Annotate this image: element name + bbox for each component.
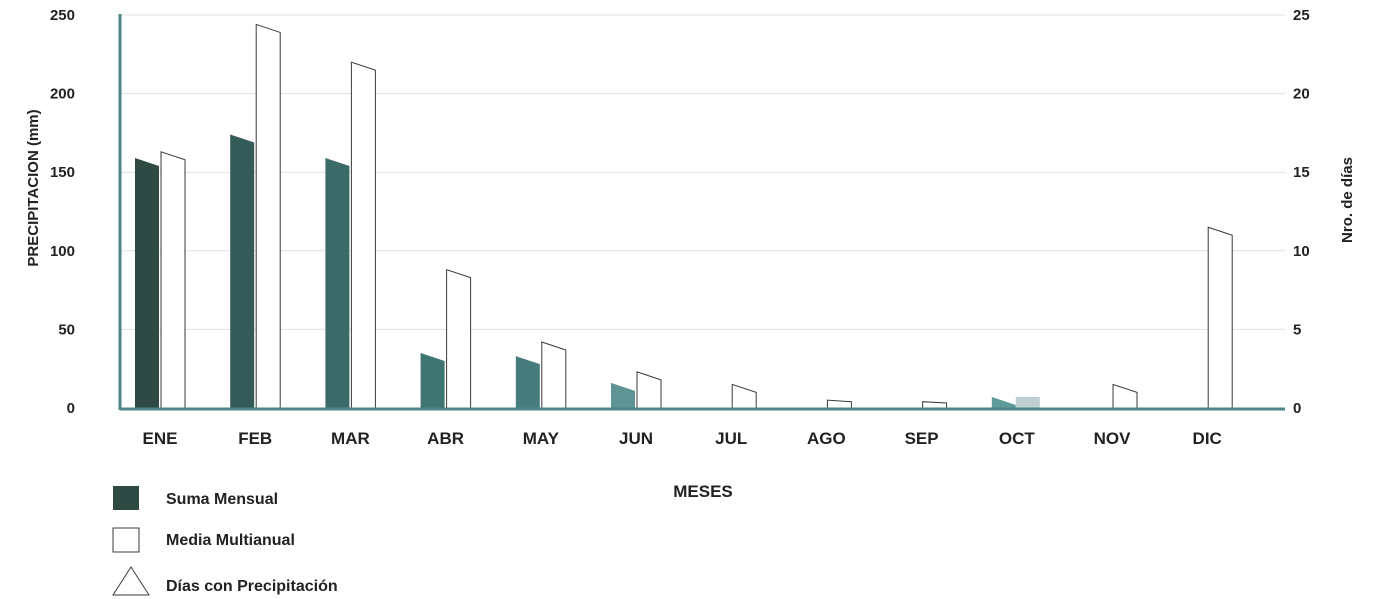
legend-label-suma-mensual: Suma Mensual (166, 491, 278, 508)
x-tick-label-ago: AGO (807, 429, 846, 448)
bars (135, 23, 1233, 409)
x-tick-label-jun: JUN (619, 429, 653, 448)
x-tick-label-jul: JUL (715, 429, 747, 448)
x-tick-label-dic: DIC (1193, 429, 1222, 448)
bar-suma-mensual-oct-highlight (1015, 396, 1040, 408)
bar-media-multianual-abr (446, 268, 472, 409)
grid-lines (120, 14, 1285, 330)
x-tick-label-sep: SEP (905, 429, 939, 448)
y-tick-label-250: 250 (50, 7, 75, 24)
legend-swatch-media-multianual (112, 527, 140, 553)
y-axis-title: PRECIPITACION (mm) (25, 109, 42, 266)
bar-suma-mensual-feb (230, 134, 255, 409)
y2-axis-title: Nro. de días (1339, 157, 1356, 243)
bar-media-multianual-mar (350, 61, 376, 409)
y2-tick-label-25: 25 (1293, 7, 1310, 24)
x-tick-label-oct: OCT (999, 429, 1036, 448)
x-tick-label-nov: NOV (1094, 429, 1132, 448)
bar-media-multianual-nov (1112, 383, 1138, 409)
legend-swatch-dias-precipitacion (112, 566, 150, 596)
legend-label-dias-precipitacion: Días con Precipitación (166, 578, 338, 595)
x-tick-label-ene: ENE (143, 429, 178, 448)
y2-tick-label-20: 20 (1293, 86, 1310, 103)
x-tick-label-feb: FEB (238, 429, 272, 448)
bar-media-multianual-sep (922, 401, 948, 409)
bar-media-multianual-dic (1207, 226, 1233, 409)
x-tick-label-mar: MAR (331, 429, 370, 448)
bar-media-multianual-ene (160, 151, 186, 409)
bar-suma-mensual-abr (420, 352, 445, 408)
bar-suma-mensual-ene (135, 158, 159, 408)
bar-media-multianual-may (541, 341, 567, 409)
y-tick-label-0: 0 (67, 400, 75, 417)
y2-tick-label-0: 0 (1293, 400, 1301, 417)
bar-media-multianual-jun (636, 371, 662, 409)
legend-label-media-multianual: Media Multianual (166, 532, 295, 549)
labels: 0 50 100 150 200 250 0 5 10 15 20 25 ENE FEB MAR ABR MAY… (50, 7, 1310, 448)
y-tick-label-50: 50 (58, 321, 75, 338)
bar-suma-mensual-may (515, 356, 540, 408)
bar-suma-mensual-mar (325, 158, 350, 408)
legend-swatch-suma-mensual (113, 486, 139, 510)
y-tick-label-200: 200 (50, 86, 75, 103)
bar-media-multianual-feb (255, 23, 281, 409)
y2-tick-label-5: 5 (1293, 321, 1301, 338)
axes (118, 14, 1285, 411)
legend: Suma Mensual Media Multianual Días con P… (112, 486, 338, 596)
bar-media-multianual-ago (826, 399, 852, 409)
bar-suma-mensual-oct (991, 396, 1016, 408)
x-axis-title: MESES (673, 482, 733, 501)
y-tick-label-150: 150 (50, 164, 75, 181)
bar-suma-mensual-jun (611, 382, 635, 408)
y-tick-label-100: 100 (50, 243, 75, 260)
x-tick-label-abr: ABR (427, 429, 464, 448)
x-tick-label-may: MAY (523, 429, 560, 448)
y2-tick-label-15: 15 (1293, 164, 1310, 181)
y2-tick-label-10: 10 (1293, 243, 1310, 260)
bar-media-multianual-jul (731, 383, 757, 409)
